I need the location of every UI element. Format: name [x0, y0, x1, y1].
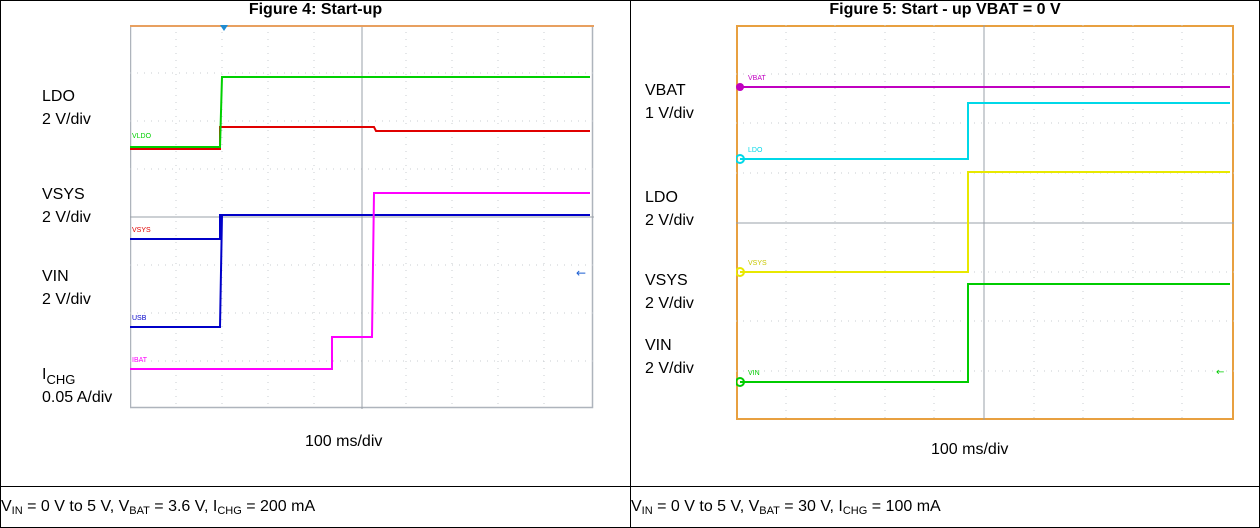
fig5-vin-trace — [740, 283, 1230, 383]
fig5-grid — [736, 25, 1234, 420]
fig5-vbat-label: VBAT 1 V/div — [645, 79, 694, 125]
fig5-arrow-icon: ← — [1216, 367, 1224, 378]
fig5-tag-vin: VIN — [748, 370, 760, 377]
figure-4-cell: Figure 4: Start-up LDO 2 V/div VSYS 2 V/… — [0, 0, 631, 487]
fig5-vsys-name: VSYS — [645, 272, 688, 289]
fig5-tag-ldo: LDO — [748, 147, 763, 154]
fig5-vsys-scale: 2 V/div — [645, 295, 694, 312]
fig5-vin-label: VIN 2 V/div — [645, 334, 694, 380]
figure-5-title: Figure 5: Start - up VBAT = 0 V — [829, 1, 1061, 18]
fig4-ichg-name: I — [42, 366, 47, 383]
fig5-vsys-marker — [736, 267, 745, 277]
fig4-ichg-scale: 0.05 A/div — [42, 389, 113, 406]
fig4-tag-vldo: VLDO — [132, 133, 152, 140]
fig4-arrow-icon: ← — [576, 266, 586, 280]
fig5-vbat-marker — [736, 83, 744, 91]
fig5-vin-marker — [736, 377, 745, 387]
fig4-cap-ichg-sub: CHG — [217, 505, 242, 517]
fig4-vsys-label: VSYS 2 V/div — [42, 183, 91, 229]
figure-4-title: Figure 4: Start-up — [248, 1, 383, 18]
fig4-tag-ibat: IBAT — [132, 357, 148, 364]
fig4-cap-vbat-sub: BAT — [129, 505, 150, 517]
fig4-vsys-scale: 2 V/div — [42, 209, 91, 226]
fig5-cap-ichg-sub: CHG — [842, 505, 868, 517]
figure-4-scope-plot: ← — [130, 25, 594, 409]
fig5-timebase: 100 ms/div — [931, 441, 1009, 458]
figure-4-caption: VIN = 0 V to 5 V, VBAT = 3.6 V, ICHG = 2… — [0, 486, 631, 528]
fig5-vsys-trace — [740, 171, 1230, 273]
fig5-cap-ichg-val: = 100 mA — [867, 498, 941, 515]
fig5-tag-vsys: VSYS — [748, 260, 767, 267]
figure-5-caption: VIN = 0 V to 5 V, VBAT = 30 V, ICHG = 10… — [630, 486, 1260, 528]
figure-5-scope-plot: ← — [736, 25, 1234, 420]
figure-5-scope: ← VBAT LDO VSYS VIN — [736, 25, 1234, 420]
fig4-tag-usb: USB — [132, 315, 147, 322]
fig4-vin-step — [130, 214, 223, 328]
fig4-cap-vin-sub: IN — [11, 505, 23, 517]
fig4-tag-vsys: VSYS — [132, 227, 151, 234]
fig5-ldo-marker — [736, 154, 745, 164]
fig5-vsys-label: VSYS 2 V/div — [645, 269, 694, 315]
fig4-ichg-trace — [130, 192, 590, 370]
fig5-tag-vbat: VBAT — [748, 75, 766, 82]
fig4-vin-trace — [130, 214, 590, 240]
fig5-ldo-name: LDO — [645, 189, 678, 206]
fig4-ldo-scale: 2 V/div — [42, 111, 91, 128]
fig4-ldo-label: LDO 2 V/div — [42, 85, 91, 131]
fig4-ldo-name: LDO — [42, 88, 75, 105]
figure-5-cell: Figure 5: Start - up VBAT = 0 V VBAT 1 V… — [630, 0, 1260, 487]
fig5-cap-vin-val: = 0 V to 5 V, V — [652, 498, 760, 515]
fig4-vin-scale: 2 V/div — [42, 291, 91, 308]
fig5-cap-vbat-sub: BAT — [759, 505, 780, 517]
fig5-center-axes — [736, 25, 1234, 420]
fig4-cap-ichg-val: = 200 mA — [241, 498, 316, 515]
fig5-vbat-name: VBAT — [645, 82, 686, 99]
fig4-vin-name: VIN — [42, 268, 69, 285]
fig5-vbat-scale: 1 V/div — [645, 105, 694, 122]
fig5-ldo-trace — [740, 102, 1230, 160]
figure-4-scope: ← VLDO VSYS USB IBAT — [130, 25, 594, 409]
fig4-cap-vin-val: = 0 V to 5 V, V — [22, 498, 130, 515]
fig4-center-axes — [130, 25, 594, 409]
fig4-ichg-label: ICHG 0.05 A/div — [42, 363, 112, 409]
fig4-timebase: 100 ms/div — [305, 433, 383, 450]
fig4-cap-vbat-val: = 3.6 V, I — [149, 498, 218, 515]
fig5-cap-vbat-val: = 30 V, I — [779, 498, 843, 515]
fig4-vsys-name: VSYS — [42, 186, 85, 203]
fig4-vsys-trace — [130, 126, 590, 150]
fig4-trigger-marker — [220, 25, 228, 31]
fig5-ldo-scale: 2 V/div — [645, 212, 694, 229]
fig5-ldo-label: LDO 2 V/div — [645, 186, 694, 232]
fig4-vin-label: VIN 2 V/div — [42, 265, 91, 311]
fig4-ichg-sub: CHG — [46, 372, 76, 387]
fig4-ldo-trace — [130, 76, 590, 148]
fig5-vin-name: VIN — [645, 337, 672, 354]
fig5-vin-scale: 2 V/div — [645, 360, 694, 377]
fig5-cap-vin-sub: IN — [641, 505, 653, 517]
